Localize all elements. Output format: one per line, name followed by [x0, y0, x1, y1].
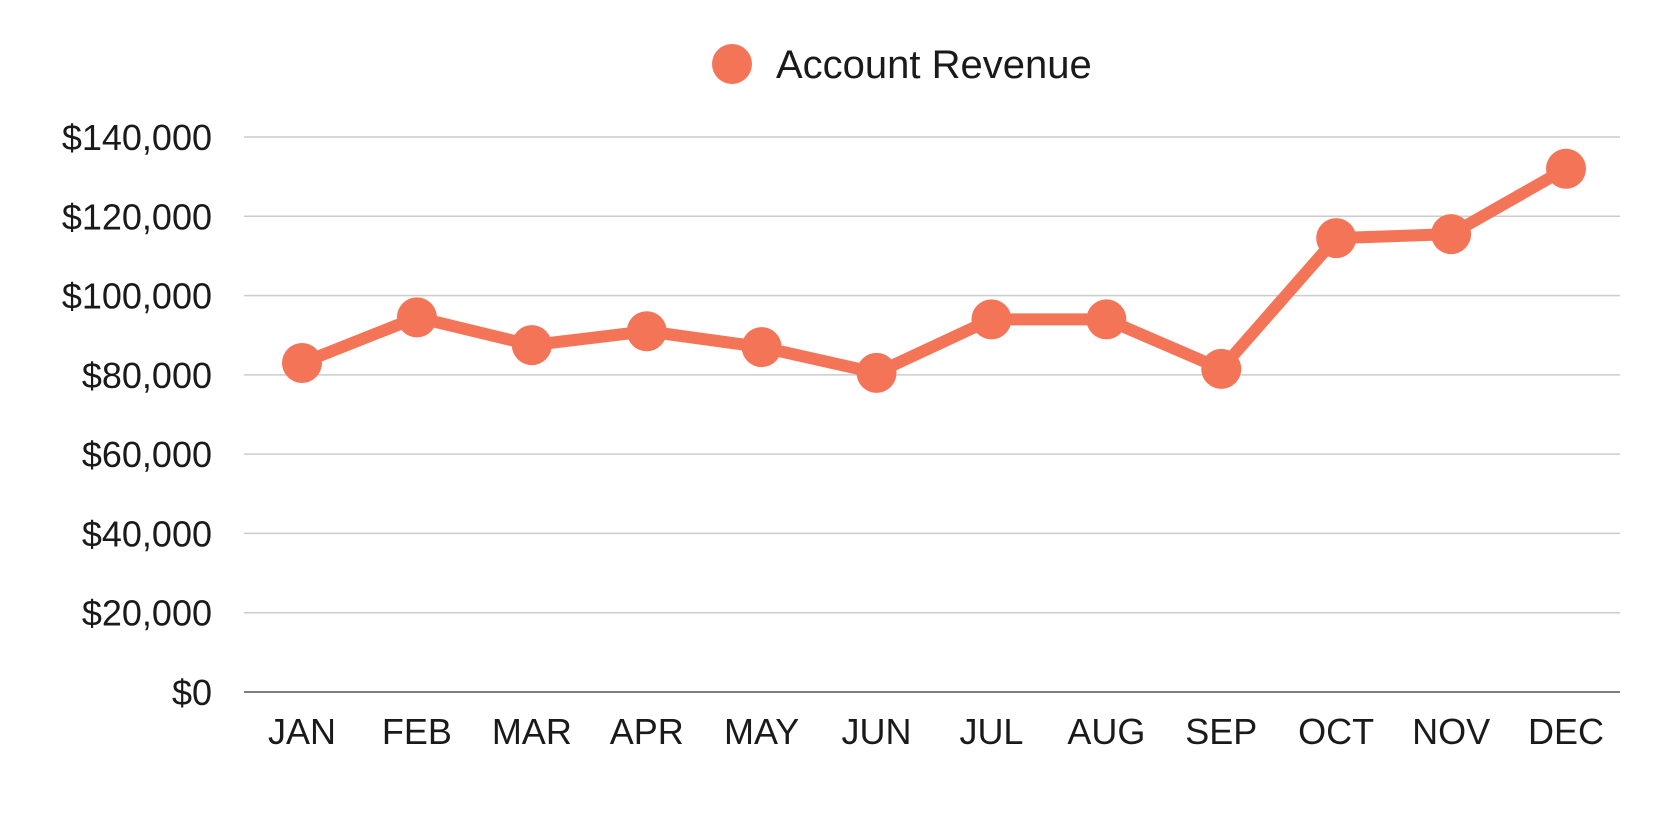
x-tick-label: SEP	[1185, 711, 1257, 752]
y-tick-label: $40,000	[82, 513, 212, 554]
data-point-mar	[511, 325, 552, 366]
y-tick-label: $100,000	[62, 276, 212, 317]
data-point-feb	[396, 297, 437, 338]
x-tick-label: OCT	[1298, 711, 1374, 752]
data-point-jan	[282, 342, 322, 383]
data-point-sep	[1201, 348, 1242, 389]
y-tick-label: $0	[172, 672, 212, 713]
x-tick-label: FEB	[382, 711, 452, 752]
data-point-jul	[971, 299, 1012, 340]
x-tick-label: NOV	[1412, 711, 1490, 752]
y-axis-tick-labels: $0 $20,000 $40,000 $60,000 $80,000 $100,000 $1…	[62, 117, 212, 713]
data-point-dec	[1546, 148, 1586, 189]
x-tick-label: MAR	[492, 711, 572, 752]
data-point-nov	[1431, 214, 1472, 255]
data-point-jun	[856, 352, 897, 393]
x-tick-label: MAY	[724, 711, 799, 752]
data-point-aug	[1086, 299, 1127, 340]
x-tick-label: JUN	[842, 711, 912, 752]
y-tick-label: $140,000	[62, 117, 212, 158]
x-tick-label: APR	[610, 711, 684, 752]
y-tick-label: $20,000	[82, 593, 212, 634]
data-point-apr	[626, 311, 667, 352]
x-tick-label: AUG	[1067, 711, 1145, 752]
legend-marker	[712, 44, 752, 84]
x-tick-label: DEC	[1528, 711, 1604, 752]
x-tick-label: JUL	[959, 711, 1023, 752]
data-point-may	[741, 327, 782, 368]
x-axis-tick-labels: JAN FEB MAR APR MAY JUN JUL AUG SEP OCT NOV DEC	[268, 711, 1604, 752]
y-tick-label: $60,000	[82, 434, 212, 475]
legend: Account Revenue	[712, 43, 1092, 87]
data-point-oct	[1316, 218, 1357, 259]
gridlines	[244, 136, 1620, 693]
y-tick-label: $80,000	[82, 355, 212, 396]
series-account-revenue	[282, 148, 1586, 393]
y-tick-label: $120,000	[62, 196, 212, 237]
legend-label-account-revenue: Account Revenue	[776, 43, 1092, 87]
series-line-account-revenue	[296, 162, 1572, 379]
x-tick-label: JAN	[268, 711, 336, 752]
